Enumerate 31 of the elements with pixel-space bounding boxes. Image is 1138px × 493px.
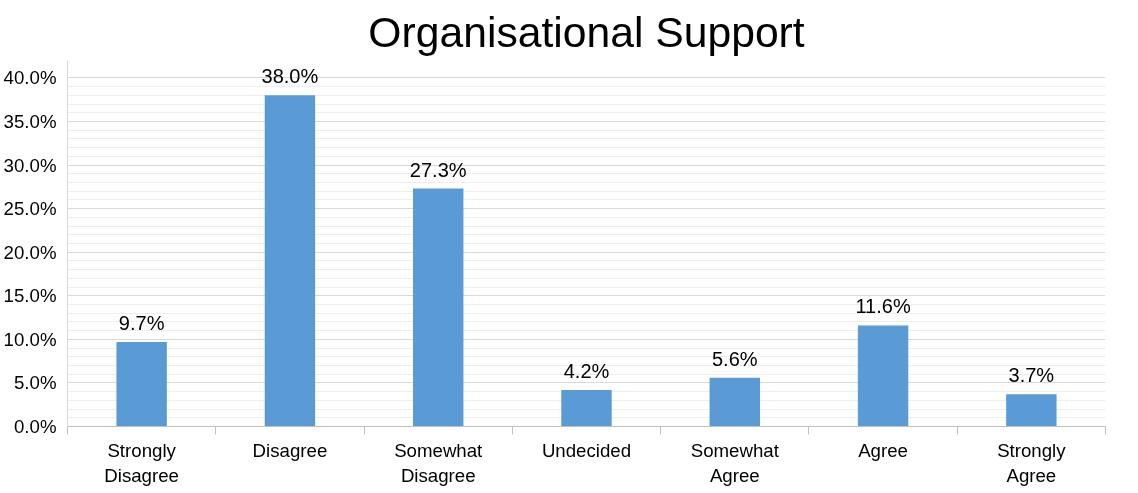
x-tick-label: Somewhat Agree [690, 439, 780, 486]
data-label: 27.3% [409, 158, 467, 181]
bar [264, 95, 316, 427]
y-tick-label: 15.0% [3, 285, 57, 307]
y-tick-label: 30.0% [3, 154, 57, 176]
bar [413, 188, 464, 427]
bar [116, 341, 167, 427]
y-tick-label: 25.0% [3, 198, 57, 220]
y-tick-label: 40.0% [3, 67, 57, 89]
bar [561, 389, 612, 427]
x-tick-label: Somewhat Disagree [394, 439, 484, 486]
x-tick-label: Agree [858, 439, 908, 461]
data-label: 3.7% [1008, 364, 1055, 387]
x-tick-label: Strongly Disagree [104, 439, 179, 486]
chart-title: Organisational Support [368, 7, 805, 56]
y-tick-label: 0.0% [13, 416, 57, 437]
data-label: 4.2% [563, 359, 610, 382]
y-tick-label: 5.0% [13, 372, 57, 394]
bar [1006, 394, 1057, 427]
x-tick-label: Strongly Agree [997, 439, 1067, 486]
y-tick-label: 35.0% [3, 111, 57, 132]
bar [857, 325, 909, 427]
y-tick-label: 10.0% [3, 328, 57, 350]
x-tick-label: Disagree [252, 439, 328, 461]
data-label: 11.6% [855, 295, 911, 318]
bar [709, 377, 760, 427]
data-label: 9.7% [118, 311, 165, 334]
y-tick-label: 20.0% [3, 241, 57, 263]
data-label: 5.6% [711, 347, 758, 370]
data-label: 38.0% [261, 65, 319, 88]
x-tick-label: Undecided [541, 439, 632, 461]
